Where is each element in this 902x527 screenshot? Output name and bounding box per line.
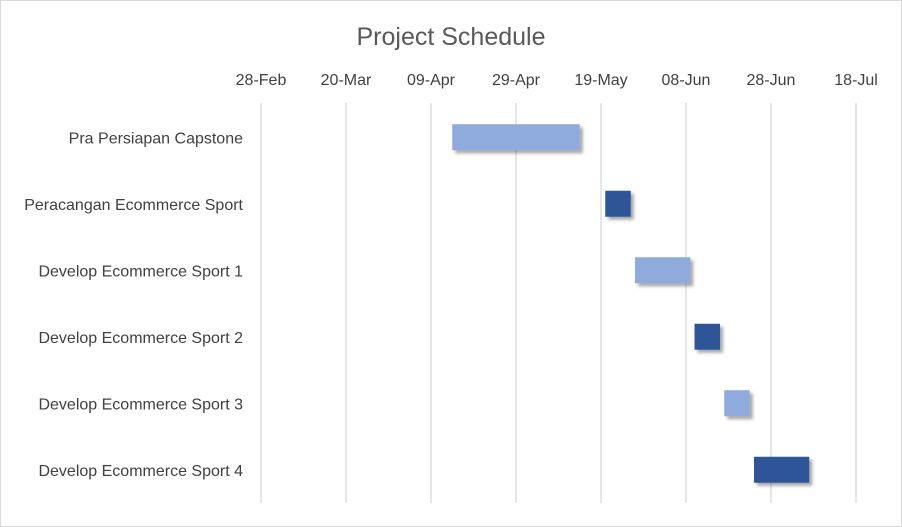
task-label: Develop Ecommerce Sport 4	[38, 463, 243, 480]
task-bar	[635, 257, 691, 284]
x-tick-label: 28-Jun	[747, 72, 796, 89]
task-bar	[724, 390, 750, 417]
x-tick-label: 28-Feb	[236, 72, 287, 89]
task-labels: Pra Persiapan Capstone Peracangan Ecommer…	[24, 130, 243, 480]
x-tick-label: 20-Mar	[321, 72, 372, 89]
task-label: Develop Ecommerce Sport 1	[38, 263, 243, 280]
task-label: Develop Ecommerce Sport 3	[38, 396, 243, 413]
x-axis-tick-labels: 28-Feb 20-Mar 09-Apr 29-Apr 19-May 08-Jun 28-J…	[236, 72, 878, 89]
task-bar	[694, 323, 720, 350]
x-tick-label: 08-Jun	[662, 72, 711, 89]
x-tick-label: 18-Jul	[834, 72, 878, 89]
task-bars	[452, 124, 810, 483]
task-bar	[605, 190, 631, 217]
task-bar	[754, 456, 810, 483]
task-label: Peracangan Ecommerce Sport	[24, 197, 243, 214]
task-label: Pra Persiapan Capstone	[69, 130, 243, 147]
gridlines	[260, 103, 857, 503]
chart-title: Project Schedule	[356, 23, 545, 51]
x-tick-label: 29-Apr	[492, 72, 541, 89]
task-bar	[452, 124, 580, 151]
x-tick-label: 19-May	[574, 72, 627, 89]
x-tick-label: 09-Apr	[407, 72, 456, 89]
task-label: Develop Ecommerce Sport 2	[38, 330, 243, 347]
